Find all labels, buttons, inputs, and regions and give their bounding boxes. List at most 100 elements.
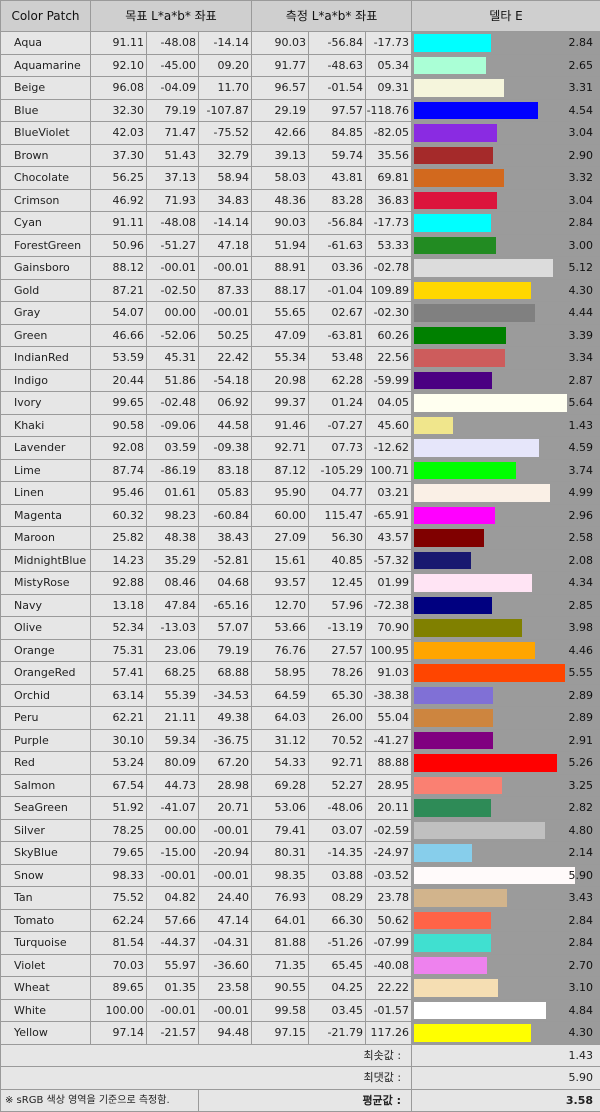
measured-L-value: 55.65 [252, 302, 309, 325]
delta-e-value: 4.59 [569, 437, 594, 458]
target-a-value: -02.48 [147, 392, 199, 415]
target-a-value: 03.59 [147, 437, 199, 460]
target-a-value: 71.93 [147, 189, 199, 212]
delta-e-value: 3.31 [569, 77, 594, 98]
measured-L-value: 90.55 [252, 977, 309, 1000]
delta-e-bar [414, 754, 557, 772]
delta-e-cell: 4.30 [412, 1022, 600, 1045]
color-patch-name: Khaki [1, 414, 91, 437]
delta-e-bar [414, 597, 492, 615]
header-target-lab: 목표 L*a*b* 좌표 [91, 1, 252, 32]
delta-e-value: 4.46 [569, 640, 594, 661]
target-a-value: -13.03 [147, 617, 199, 640]
measured-b-value: 05.34 [366, 54, 412, 77]
measured-b-value: 09.31 [366, 77, 412, 100]
delta-e-value: 5.26 [569, 752, 594, 773]
measured-b-value: 88.88 [366, 752, 412, 775]
target-L-value: 50.96 [91, 234, 147, 257]
color-patch-name: ForestGreen [1, 234, 91, 257]
target-L-value: 25.82 [91, 527, 147, 550]
delta-e-value: 2.89 [569, 707, 594, 728]
target-L-value: 63.14 [91, 684, 147, 707]
target-b-value: 58.94 [199, 167, 252, 190]
delta-e-bar [414, 462, 516, 480]
target-a-value: 08.46 [147, 572, 199, 595]
target-a-value: -44.37 [147, 932, 199, 955]
target-b-value: -36.75 [199, 729, 252, 752]
target-a-value: -48.08 [147, 32, 199, 55]
measured-b-value: 50.62 [366, 909, 412, 932]
delta-e-bar [414, 844, 472, 862]
delta-e-value: 4.44 [569, 302, 594, 323]
color-patch-name: Tomato [1, 909, 91, 932]
measured-L-value: 88.17 [252, 279, 309, 302]
target-a-value: 00.00 [147, 819, 199, 842]
color-patch-name: Blue [1, 99, 91, 122]
target-a-value: 01.61 [147, 482, 199, 505]
target-L-value: 78.25 [91, 819, 147, 842]
measured-a-value: 03.36 [309, 257, 366, 280]
measured-a-value: 27.57 [309, 639, 366, 662]
measured-b-value: 04.05 [366, 392, 412, 415]
target-L-value: 20.44 [91, 369, 147, 392]
delta-e-bar [414, 57, 486, 75]
color-patch-name: Tan [1, 887, 91, 910]
delta-e-bar [414, 507, 495, 525]
target-a-value: 51.43 [147, 144, 199, 167]
target-b-value: -00.01 [199, 999, 252, 1022]
delta-e-bar [414, 912, 491, 930]
max-value: 5.90 [412, 1067, 600, 1090]
color-patch-name: Orange [1, 639, 91, 662]
measured-L-value: 91.77 [252, 54, 309, 77]
target-a-value: -48.08 [147, 212, 199, 235]
delta-e-value: 1.43 [569, 415, 594, 436]
measured-L-value: 15.61 [252, 549, 309, 572]
measured-L-value: 81.88 [252, 932, 309, 955]
delta-e-bar [414, 619, 522, 637]
delta-e-bar [414, 642, 535, 660]
target-L-value: 32.30 [91, 99, 147, 122]
measured-a-value: -56.84 [309, 32, 366, 55]
target-a-value: 00.00 [147, 302, 199, 325]
measured-a-value: 65.30 [309, 684, 366, 707]
target-L-value: 88.12 [91, 257, 147, 280]
measured-a-value: -01.54 [309, 77, 366, 100]
measured-L-value: 64.59 [252, 684, 309, 707]
delta-e-bar [414, 889, 507, 907]
measured-L-value: 48.36 [252, 189, 309, 212]
delta-e-value: 4.80 [569, 820, 594, 841]
delta-e-value: 5.90 [569, 865, 594, 886]
avg-label: 평균값 : [199, 1089, 412, 1112]
delta-e-value: 2.65 [569, 55, 594, 76]
delta-e-value: 2.84 [569, 932, 594, 953]
target-L-value: 62.21 [91, 707, 147, 730]
target-a-value: 80.09 [147, 752, 199, 775]
color-patch-name: Aqua [1, 32, 91, 55]
measured-b-value: -02.30 [366, 302, 412, 325]
delta-e-bar [414, 664, 565, 682]
delta-e-value: 3.32 [569, 167, 594, 188]
target-L-value: 87.74 [91, 459, 147, 482]
delta-e-cell: 5.90 [412, 864, 600, 887]
delta-e-value: 3.04 [569, 190, 594, 211]
delta-e-bar [414, 102, 538, 120]
target-b-value: -00.01 [199, 302, 252, 325]
target-L-value: 92.10 [91, 54, 147, 77]
delta-e-value: 2.84 [569, 32, 594, 53]
delta-e-bar [414, 709, 493, 727]
delta-e-value: 4.30 [569, 1022, 594, 1043]
target-a-value: 21.11 [147, 707, 199, 730]
target-b-value: 09.20 [199, 54, 252, 77]
